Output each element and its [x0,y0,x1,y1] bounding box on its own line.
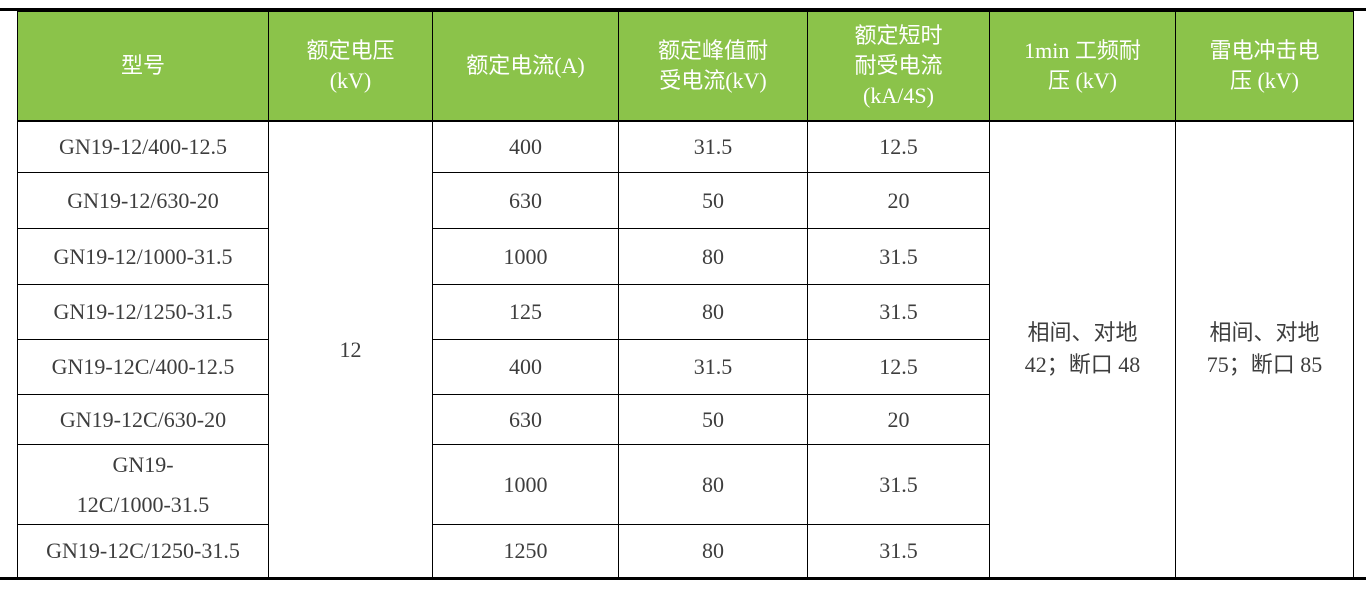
cell-model: GN19-12/400-12.5 [17,120,269,173]
cell-short: 12.5 [807,120,990,173]
table-row: GN19- 12C/1000-31.5 1000 80 31.5 [17,443,1354,526]
cell-peak: 80 [618,284,808,340]
cell-short: 12.5 [807,339,990,395]
cell-lightning-merged: 相间、对地 75；断口 85 [1175,119,1354,579]
header-lightning-impulse-voltage: 雷电冲击电 压 (kV) [1175,11,1354,122]
cell-current: 125 [432,284,619,340]
cell-peak: 31.5 [618,120,808,173]
table-row: GN19-12/1000-31.5 1000 80 31.5 [17,228,1354,285]
cell-short: 31.5 [807,443,990,526]
cell-current: 1250 [432,524,619,579]
cell-model: GN19-12/1250-31.5 [17,284,269,340]
cell-model: GN19-12C/1250-31.5 [17,524,269,579]
cell-model: GN19-12/630-20 [17,172,269,229]
cell-peak: 80 [618,443,808,526]
cell-current: 1000 [432,443,619,526]
cell-current: 1000 [432,228,619,285]
cell-rated-voltage-merged: 12 [268,119,433,579]
cell-peak: 50 [618,172,808,229]
cell-model: GN19-12C/400-12.5 [17,339,269,395]
cell-short: 31.5 [807,524,990,579]
header-rated-voltage: 额定电压 (kV) [268,11,433,122]
cell-model: GN19-12C/630-20 [17,394,269,445]
cell-model: GN19- 12C/1000-31.5 [17,443,269,526]
top-rule [0,8,1366,11]
header-rated-current: 额定电流(A) [432,11,619,122]
cell-short: 20 [807,394,990,445]
table-row: GN19-12/630-20 630 50 20 [17,172,1354,229]
cell-current: 630 [432,172,619,229]
cell-peak: 80 [618,228,808,285]
cell-short: 20 [807,172,990,229]
cell-current: 630 [432,394,619,445]
cell-current: 400 [432,120,619,173]
header-peak-withstand-current: 额定峰值耐 受电流(kV) [618,11,808,122]
table-row: GN19-12/400-12.5 12 400 31.5 12.5 相间、对地 … [17,119,1354,579]
header-model: 型号 [17,11,269,122]
cell-short: 31.5 [807,284,990,340]
header-row: 型号 额定电压 (kV) 额定电流(A) 额定峰值耐 受电流(kV) 额定短时 … [17,11,1354,122]
cell-peak: 80 [618,524,808,579]
cell-current: 400 [432,339,619,395]
cell-peak: 50 [618,394,808,445]
cell-short: 31.5 [807,228,990,285]
table-row: GN19-12/1250-31.5 125 80 31.5 [17,284,1354,340]
bottom-rule [0,577,1366,580]
table-row: GN19-12C/630-20 630 50 20 [17,394,1354,445]
spec-table: 型号 额定电压 (kV) 额定电流(A) 额定峰值耐 受电流(kV) 额定短时 … [17,11,1354,579]
cell-peak: 31.5 [618,339,808,395]
header-power-freq-voltage: 1min 工频耐 压 (kV) [989,11,1176,122]
header-short-time-current: 额定短时 耐受电流 (kA/4S) [807,11,990,122]
cell-power-freq-merged: 相间、对地 42；断口 48 [989,119,1176,579]
cell-model: GN19-12/1000-31.5 [17,228,269,285]
